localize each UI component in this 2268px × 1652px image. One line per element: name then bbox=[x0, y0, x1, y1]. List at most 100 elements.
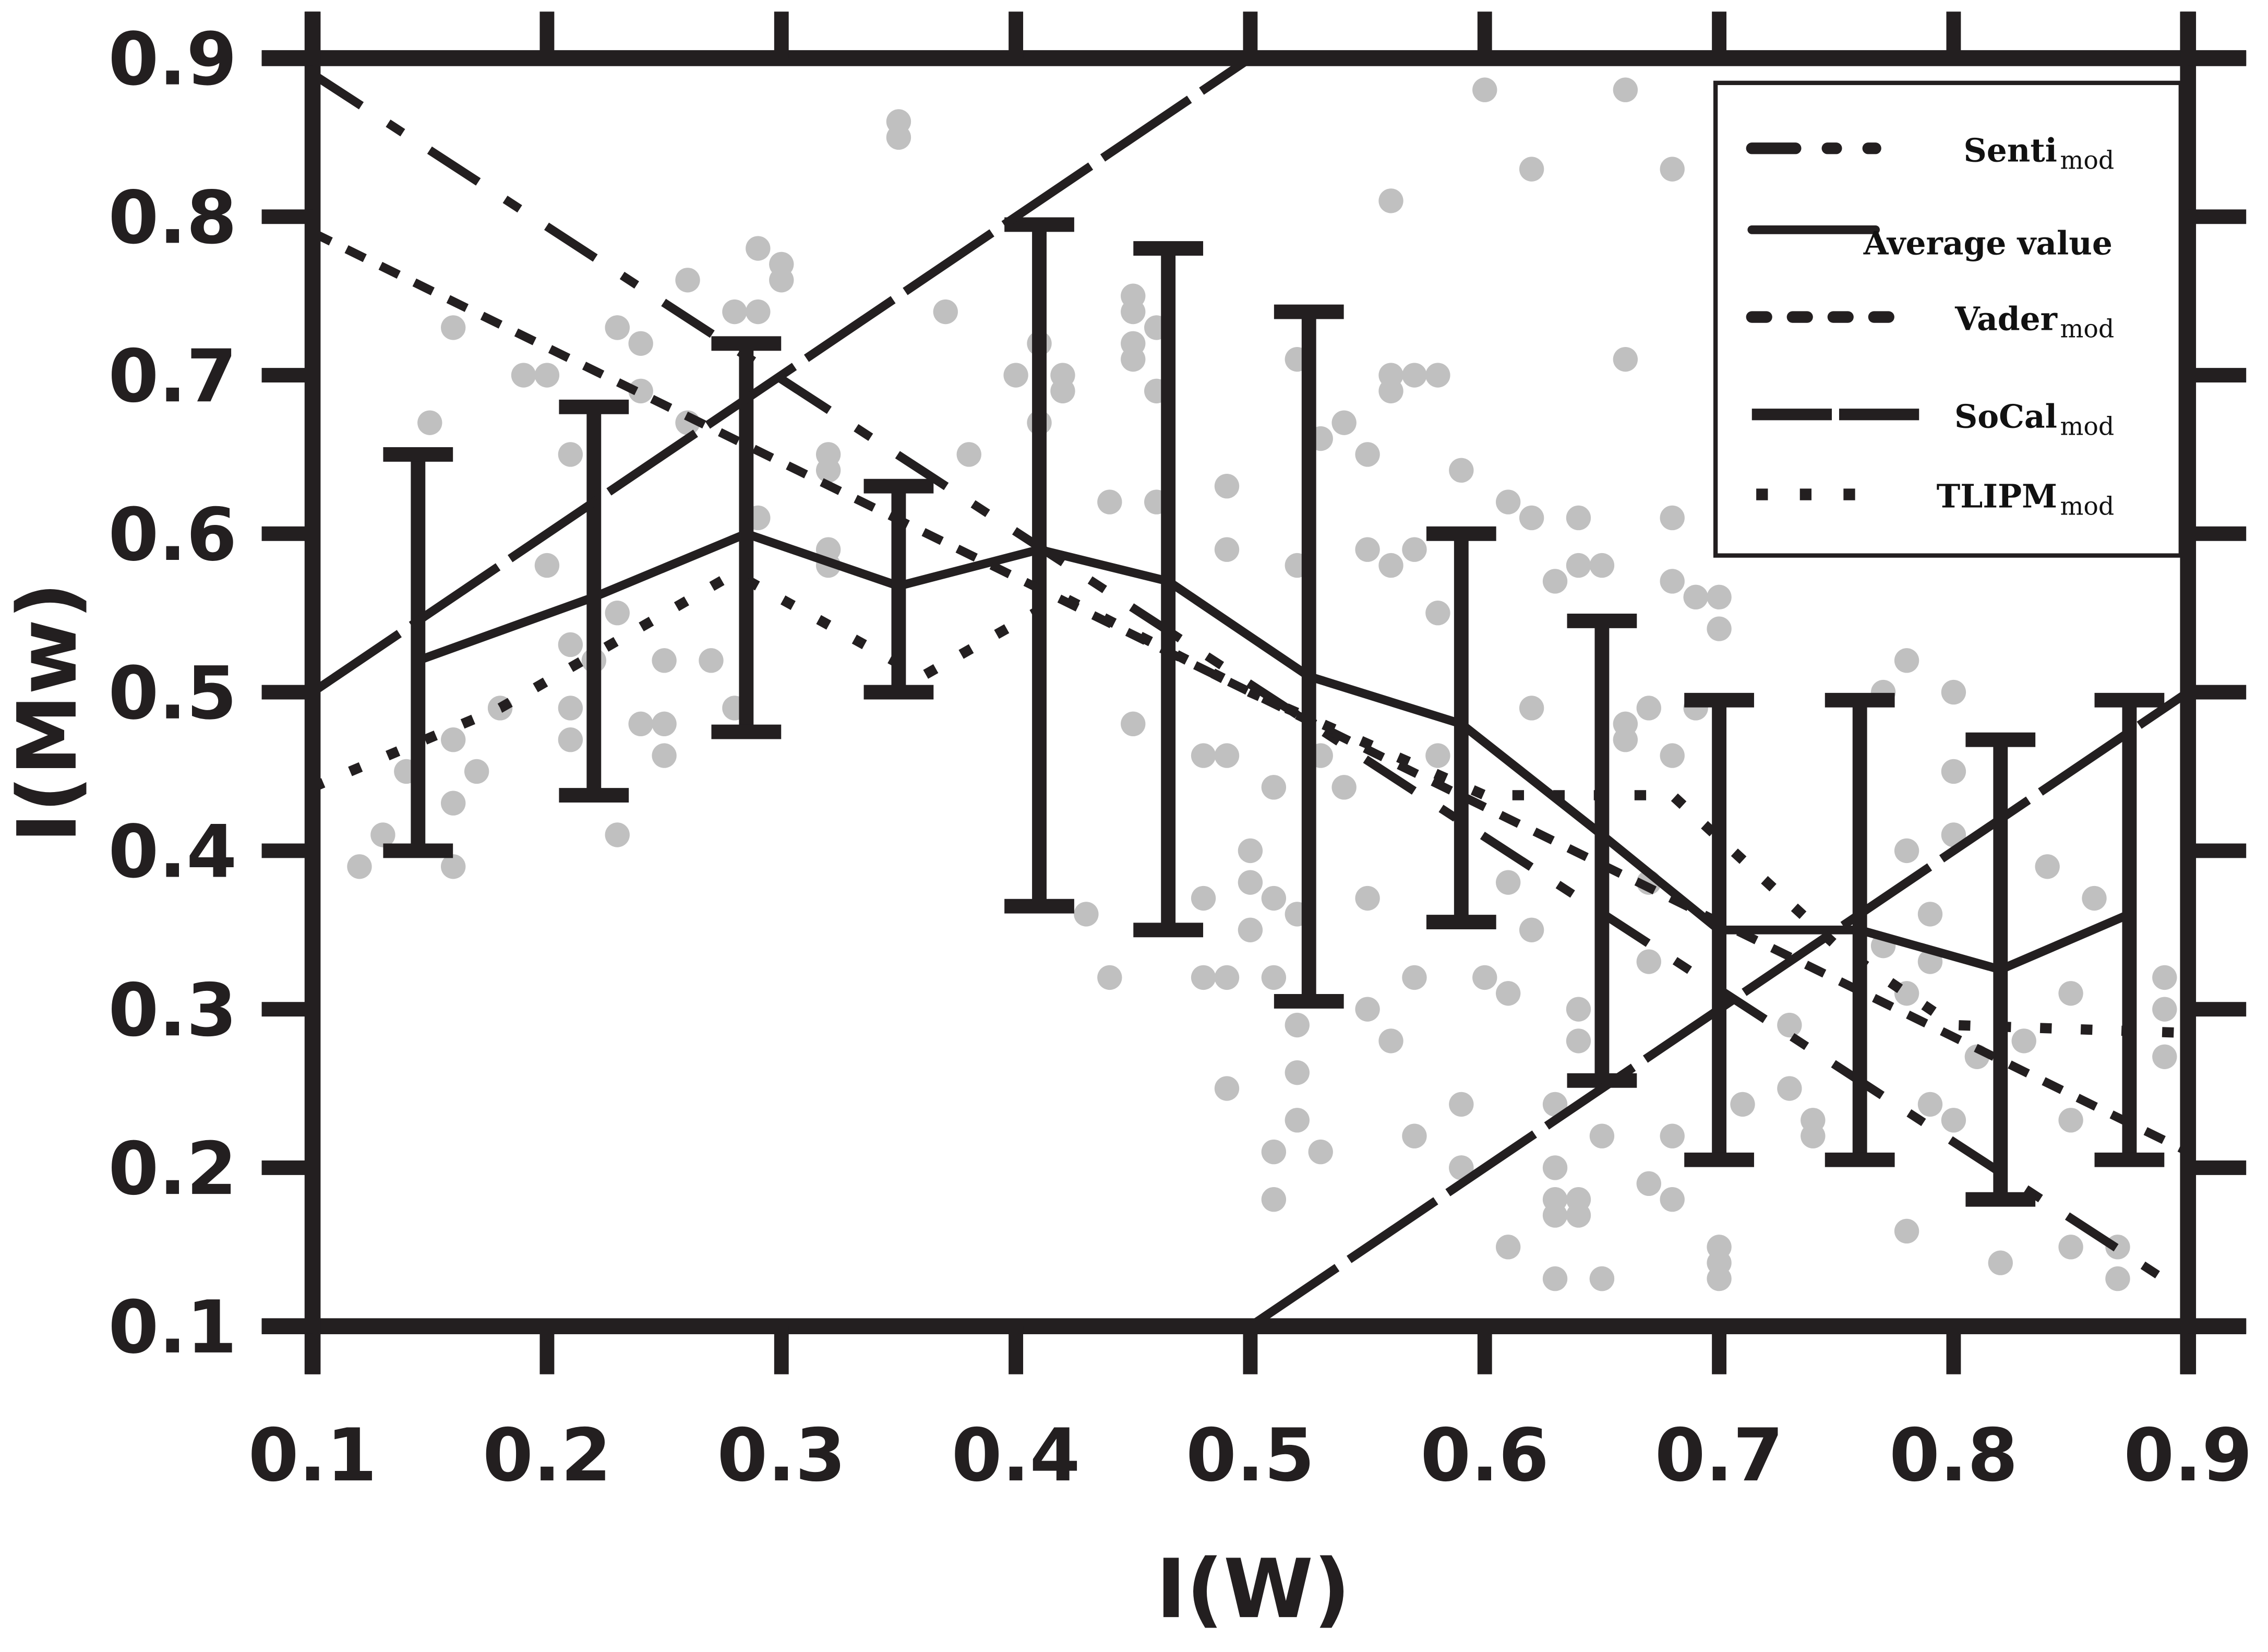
scatter-point bbox=[1378, 378, 1403, 404]
error-bar bbox=[711, 336, 782, 739]
y-tick-label: 0.6 bbox=[108, 493, 237, 577]
scatter-point bbox=[605, 822, 630, 847]
x-tick-label: 0.6 bbox=[1420, 1413, 1549, 1498]
scatter-point bbox=[534, 553, 560, 578]
scatter-point bbox=[1003, 363, 1028, 388]
scatter-point bbox=[1660, 569, 1685, 594]
scatter-point bbox=[1121, 346, 1146, 372]
scatter-point bbox=[746, 236, 771, 261]
scatter-point bbox=[1988, 1250, 2013, 1275]
scatter-point bbox=[347, 854, 372, 879]
scatter-point bbox=[2105, 1266, 2130, 1291]
scatter-point bbox=[2152, 965, 2177, 990]
scatter-point bbox=[933, 299, 958, 325]
scatter-point bbox=[1519, 917, 1544, 942]
scatter-point bbox=[699, 648, 724, 673]
scatter-point bbox=[1285, 1012, 1310, 1038]
scatter-point bbox=[1542, 569, 1568, 594]
tick-labels: 0.1 0.2 0.3 0.4 0.5 0.6 0.7 0.8 0.9 0.1 0.2 0.3 0.4 0… bbox=[108, 17, 2252, 1498]
scatter-point bbox=[2058, 981, 2083, 1006]
scatter-point bbox=[1566, 1187, 1591, 1212]
error-bar bbox=[1004, 217, 1074, 914]
scatter-point bbox=[1449, 1092, 1474, 1117]
error-bar bbox=[1133, 241, 1204, 938]
series-socal-line bbox=[310, 54, 1253, 696]
scatter-point bbox=[1542, 1092, 1568, 1117]
scatter-point bbox=[1472, 965, 1497, 990]
x-tick-label: 0.1 bbox=[248, 1413, 377, 1498]
scatter-point bbox=[1941, 1108, 1966, 1133]
scatter-point bbox=[1660, 505, 1685, 531]
scatter-point bbox=[1660, 157, 1685, 182]
error-bar bbox=[383, 447, 453, 858]
scatter-point bbox=[815, 458, 841, 483]
scatter-point bbox=[1613, 346, 1638, 372]
scatter-point bbox=[1378, 1028, 1403, 1054]
scatter-point bbox=[1214, 965, 1240, 990]
scatter-point bbox=[1566, 1028, 1591, 1054]
scatter-point bbox=[1542, 1266, 1568, 1291]
scatter-point bbox=[1121, 711, 1146, 737]
legend-label: Senti bbox=[1964, 131, 2057, 169]
scatter-point bbox=[2152, 997, 2177, 1022]
scatter-point bbox=[1121, 299, 1146, 325]
scatter-point bbox=[1941, 822, 1966, 847]
legend-label-subscript: mod bbox=[2060, 146, 2115, 175]
legend-label: SoCal bbox=[1954, 398, 2057, 435]
scatter-point bbox=[1519, 505, 1544, 531]
scatter-point bbox=[1214, 743, 1240, 768]
scatter-point bbox=[558, 727, 583, 752]
scatter-point bbox=[1285, 1060, 1310, 1085]
scatter-point bbox=[1425, 363, 1450, 388]
axes-frame bbox=[261, 11, 2247, 1374]
series-senti-line bbox=[310, 70, 2191, 1298]
scatter-point bbox=[1238, 917, 1263, 942]
scatter-point bbox=[1636, 1171, 1661, 1196]
scatter-point bbox=[1449, 1155, 1474, 1180]
scatter-point bbox=[1355, 997, 1380, 1022]
scatter-point bbox=[1261, 775, 1287, 800]
legend-label-subscript: mod bbox=[2060, 412, 2115, 441]
scatter-point bbox=[464, 759, 489, 784]
scatter-point bbox=[558, 442, 583, 467]
scatter-point bbox=[1777, 1012, 1802, 1038]
x-tick-label: 0.9 bbox=[2123, 1413, 2252, 1498]
error-bar bbox=[559, 399, 629, 803]
scatter-point bbox=[1261, 1187, 1287, 1212]
error-bar bbox=[1567, 613, 1637, 1088]
scatter-point bbox=[1355, 537, 1380, 562]
scatter-point bbox=[1425, 601, 1450, 626]
error-bar bbox=[1965, 732, 2036, 1207]
y-tick-label: 0.4 bbox=[108, 810, 237, 894]
scatter-point bbox=[722, 299, 747, 325]
scatter-point bbox=[628, 711, 653, 737]
scatter-point bbox=[1894, 838, 1919, 864]
scatter-point bbox=[1355, 442, 1380, 467]
scatter-point bbox=[1378, 188, 1403, 213]
scatter-point bbox=[1566, 997, 1591, 1022]
scatter-point bbox=[1589, 1266, 1615, 1291]
scatter-point bbox=[1495, 981, 1521, 1006]
scatter-point bbox=[558, 632, 583, 657]
scatter-point bbox=[1238, 838, 1263, 864]
scatter-point bbox=[675, 268, 700, 293]
scatter-point bbox=[652, 743, 677, 768]
series-tlipm-line bbox=[310, 568, 2189, 1038]
scatter-point bbox=[1261, 965, 1287, 990]
x-tick-label: 0.8 bbox=[1889, 1413, 2018, 1498]
scatter-point bbox=[1542, 1187, 1568, 1212]
scatter-point bbox=[2152, 1044, 2177, 1069]
scatter-point bbox=[1613, 77, 1638, 102]
scatter-point bbox=[558, 696, 583, 721]
scatter-point bbox=[605, 315, 630, 340]
series-lines bbox=[310, 54, 2191, 1330]
scatter-point bbox=[1894, 1218, 1919, 1244]
scatter-point bbox=[1378, 553, 1403, 578]
scatter-point bbox=[1683, 584, 1708, 610]
scatter-point bbox=[652, 648, 677, 673]
scatter-point bbox=[2058, 1235, 2083, 1260]
legend-label-subscript: mod bbox=[2060, 493, 2115, 521]
scatter-point bbox=[1191, 885, 1216, 911]
scatter-point bbox=[1589, 1123, 1615, 1148]
